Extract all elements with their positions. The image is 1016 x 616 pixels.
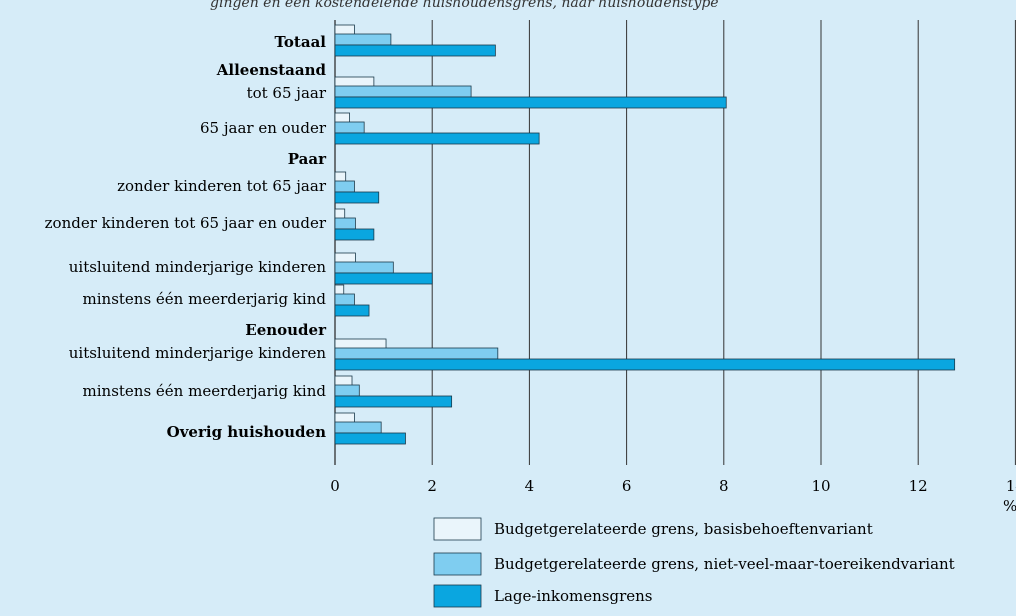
bar — [334, 171, 347, 183]
x-tick-label: 2 — [427, 477, 437, 495]
legend-label: Budgetgerelateerde grens, basisbehoeften… — [494, 520, 873, 538]
category-label: uitsluitend minderjarige kinderen — [69, 258, 327, 276]
bar — [334, 272, 433, 285]
x-axis-label: % — [1003, 497, 1016, 515]
bar — [334, 358, 956, 371]
x-tick-label: 0 — [330, 477, 340, 495]
bar — [334, 180, 355, 193]
bar — [334, 96, 727, 109]
category-label: Eenouder — [245, 321, 327, 339]
category-label: Paar — [288, 150, 327, 168]
bar — [334, 304, 370, 317]
bars — [334, 24, 956, 445]
bar — [334, 395, 453, 408]
legend-swatch — [433, 517, 482, 541]
bar — [334, 33, 392, 46]
bar — [334, 384, 360, 397]
category-label: Alleenstaand — [216, 61, 327, 79]
bar — [334, 76, 375, 88]
bar — [334, 208, 346, 220]
legend-label: Budgetgerelateerde grens, niet-veel-maar… — [494, 555, 955, 573]
bar — [334, 217, 356, 230]
category-label: tot 65 jaar — [247, 84, 327, 102]
bar — [334, 412, 355, 424]
bar — [334, 85, 472, 98]
legend-label: Lage-inkomensgrens — [494, 587, 653, 605]
category-label: Totaal — [274, 33, 326, 51]
bar — [334, 24, 355, 36]
bar — [334, 261, 394, 274]
bar — [334, 293, 355, 306]
category-label: minstens één meerderjarig kind — [83, 382, 327, 400]
bar — [334, 191, 380, 204]
bar — [334, 252, 356, 264]
legend: Budgetgerelateerde grens, basisbehoeften… — [433, 517, 955, 608]
category-label: Overig huishouden — [167, 423, 326, 441]
x-tick-label: 10 — [811, 477, 830, 495]
bar — [334, 112, 350, 124]
x-tick-label: 6 — [622, 477, 632, 495]
category-labels: Totaal Alleenstaand tot 65 jaar 65 jaar en … — [45, 33, 327, 441]
category-label: uitsluitend minderjarige kinderen — [69, 344, 327, 362]
bar — [334, 132, 540, 145]
x-tick-label: 8 — [719, 477, 729, 495]
x-tick-label: 14 — [1006, 477, 1016, 495]
bar — [334, 121, 365, 134]
bar — [334, 347, 499, 360]
legend-swatch — [433, 584, 482, 608]
bar — [334, 44, 496, 57]
legend-swatch — [433, 552, 482, 576]
x-tick-labels: 0 2 4 6 8 10 12 14 — [330, 477, 1016, 495]
bar — [334, 421, 382, 434]
category-label: minstens één meerderjarig kind — [83, 290, 327, 308]
bar — [334, 375, 353, 387]
partial-caption: gingen en een kostendelende huishoudensg… — [210, 0, 719, 11]
bar — [334, 284, 345, 296]
bar — [334, 338, 387, 350]
category-label: zonder kinderen tot 65 jaar — [117, 177, 327, 195]
x-tick-label: 12 — [909, 477, 928, 495]
bar — [334, 228, 375, 241]
x-tick-label: 4 — [525, 477, 535, 495]
category-label: zonder kinderen tot 65 jaar en ouder — [45, 214, 327, 232]
category-label: 65 jaar en ouder — [200, 119, 327, 137]
bar — [334, 432, 406, 445]
